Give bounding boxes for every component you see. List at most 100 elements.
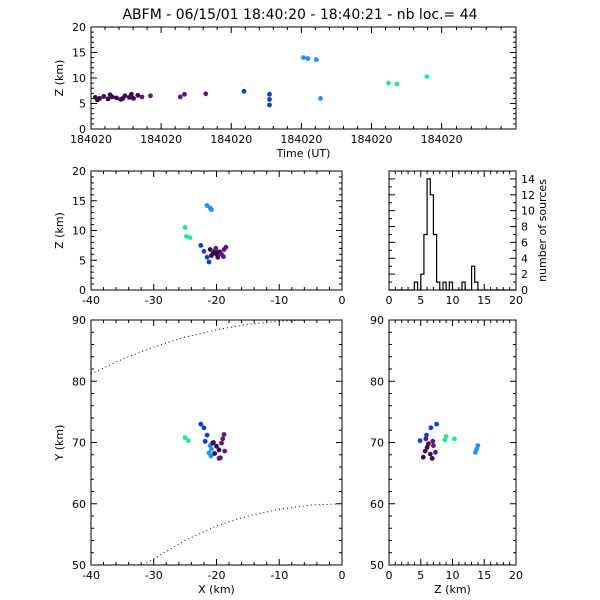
source-point xyxy=(241,88,247,94)
x-tick-label: -30 xyxy=(145,294,163,307)
source-point xyxy=(212,451,218,456)
source-point xyxy=(107,92,113,98)
x-tick-label: 184020 xyxy=(210,133,252,146)
source-point xyxy=(301,55,306,60)
source-point xyxy=(203,91,209,97)
source-point xyxy=(427,451,433,457)
source-point xyxy=(221,432,227,437)
x-tick-label: 5 xyxy=(417,569,424,582)
source-point xyxy=(443,434,449,439)
x-tick-label: 10 xyxy=(446,294,460,307)
y-tick-label: 50 xyxy=(370,559,384,572)
panel-time: 184020 184020 184020 184020 184020 1840200510… xyxy=(53,21,517,160)
x-tick-label: 0 xyxy=(386,569,393,582)
y-tick-label: 6 xyxy=(521,236,528,249)
source-point xyxy=(202,438,208,444)
x-tick-label: 184020 xyxy=(140,133,182,146)
source-point xyxy=(139,94,145,100)
source-point xyxy=(209,446,214,452)
x-tick-label: 5 xyxy=(417,294,424,307)
y-tick-label: 50 xyxy=(72,559,86,572)
y-tick-label: 0 xyxy=(79,284,86,297)
source-point xyxy=(424,432,429,438)
source-point xyxy=(424,445,430,450)
source-point xyxy=(473,449,478,455)
source-point xyxy=(313,57,319,62)
source-point xyxy=(422,448,428,454)
source-point xyxy=(209,207,214,213)
y-axis-label: Y (km) xyxy=(53,425,66,462)
source-point xyxy=(207,247,213,252)
x-tick-label: 0 xyxy=(339,294,346,307)
y-tick-label: 10 xyxy=(72,72,86,85)
source-point xyxy=(209,253,214,258)
y-axis-label: number of sources xyxy=(536,179,549,282)
source-point xyxy=(267,97,272,102)
y-tick-label: 90 xyxy=(72,314,86,327)
x-tick-label: 10 xyxy=(446,569,460,582)
source-point xyxy=(475,443,481,448)
y-tick-label: 80 xyxy=(370,375,384,388)
source-point xyxy=(135,92,141,98)
x-tick-label: -10 xyxy=(270,569,288,582)
y-tick-label: 0 xyxy=(79,123,86,136)
source-point xyxy=(221,254,226,260)
source-point xyxy=(214,443,219,449)
y-tick-label: 70 xyxy=(370,437,384,450)
source-point xyxy=(184,234,189,239)
source-point xyxy=(452,436,457,442)
y-tick-label: 10 xyxy=(521,205,535,218)
source-point xyxy=(428,425,434,431)
x-tick-label: -40 xyxy=(82,294,100,307)
source-point xyxy=(198,243,204,248)
source-point xyxy=(187,235,193,241)
x-tick-label: 0 xyxy=(339,569,346,582)
y-tick-label: 60 xyxy=(72,498,86,511)
source-point xyxy=(318,96,323,101)
source-point xyxy=(206,259,212,265)
source-point xyxy=(426,441,431,447)
y-tick-label: 80 xyxy=(72,375,86,388)
x-tick-label: 15 xyxy=(477,294,491,307)
source-point xyxy=(216,447,222,453)
y-tick-label: 8 xyxy=(521,221,528,234)
y-tick-label: 70 xyxy=(72,437,86,450)
source-point xyxy=(420,454,426,460)
x-tick-label: 15 xyxy=(477,569,491,582)
y-tick-label: 0 xyxy=(521,284,528,297)
source-point xyxy=(222,448,228,454)
source-point xyxy=(429,456,435,461)
source-point xyxy=(424,74,430,79)
x-tick-label: -20 xyxy=(208,569,226,582)
y-tick-label: 20 xyxy=(72,21,86,34)
source-point xyxy=(105,96,111,102)
plot-frame xyxy=(90,26,517,130)
source-point xyxy=(148,93,153,99)
source-point xyxy=(114,95,119,101)
source-point xyxy=(204,432,210,438)
source-point xyxy=(423,436,429,442)
y-tick-label: 5 xyxy=(79,254,86,267)
plot-frame xyxy=(90,170,343,291)
source-point xyxy=(201,248,207,254)
y-axis-label: Z (km) xyxy=(53,212,66,249)
x-tick-label: 184020 xyxy=(351,133,393,146)
source-point xyxy=(182,225,188,230)
source-point xyxy=(305,56,311,61)
source-point xyxy=(431,443,436,448)
source-point xyxy=(267,102,272,108)
x-axis-label: Z (km) xyxy=(434,583,471,596)
x-tick-label: 0 xyxy=(386,294,393,307)
source-point xyxy=(182,91,187,97)
y-axis-label: Z (km) xyxy=(53,60,66,97)
dotted-reference-curve xyxy=(90,319,342,375)
x-tick-label: 184020 xyxy=(280,133,322,146)
source-point xyxy=(210,440,216,446)
source-point xyxy=(185,438,191,444)
source-point xyxy=(131,96,136,101)
x-tick-label: -10 xyxy=(270,294,288,307)
y-tick-label: 20 xyxy=(72,165,86,178)
source-point xyxy=(120,96,126,101)
